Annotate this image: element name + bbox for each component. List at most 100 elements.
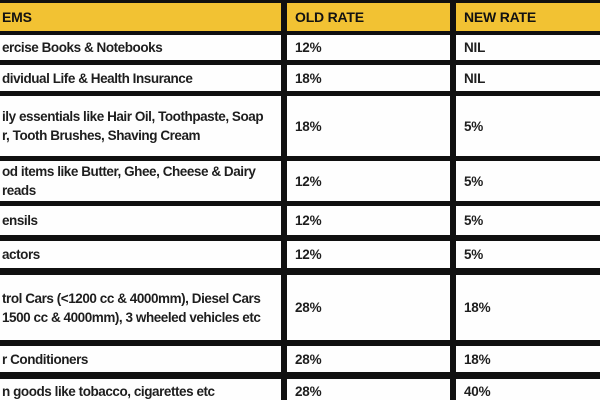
column-header-old-rate: OLD RATE — [287, 3, 450, 31]
old-rate-value: 28% — [295, 383, 322, 399]
item-cell: dividual Life & Health Insurance — [0, 65, 281, 91]
column-divider — [281, 35, 287, 60]
new-rate-cell: 40% — [456, 379, 600, 400]
item-text: ily essentials like Hair Oil, Toothpaste… — [2, 109, 264, 143]
table-row: ensils 12% 5% — [0, 206, 600, 235]
old-rate-cell: 18% — [287, 96, 450, 156]
item-cell: ensils — [0, 206, 281, 235]
old-rate-value: 18% — [295, 70, 322, 86]
column-divider — [281, 379, 287, 400]
new-rate-cell: 5% — [456, 206, 600, 235]
item-text: ercise Books & Notebooks — [2, 40, 163, 55]
column-divider — [281, 3, 287, 31]
new-rate-cell: NIL — [456, 35, 600, 60]
column-divider — [281, 161, 287, 201]
old-rate-value: 12% — [295, 213, 322, 228]
new-rate-cell: 5% — [456, 161, 600, 201]
item-text: n goods like tobacco, cigarettes etc — [2, 383, 215, 399]
old-rate-value: 28% — [295, 300, 322, 315]
row-divider — [0, 340, 600, 346]
column-divider — [450, 3, 456, 31]
new-rate-value: 5% — [464, 213, 484, 228]
table-row: ily essentials like Hair Oil, Toothpaste… — [0, 96, 600, 156]
new-rate-value: 5% — [464, 247, 484, 262]
new-rate-cell: NIL — [456, 65, 600, 91]
column-divider — [450, 275, 456, 340]
table-row: dividual Life & Health Insurance 18% NIL — [0, 65, 600, 91]
new-rate-cell: 18% — [456, 346, 600, 372]
table-row: actors 12% 5% — [0, 241, 600, 268]
column-header-new-rate-label: NEW RATE — [464, 9, 537, 25]
item-text: trol Cars (<1200 cc & 4000mm), Diesel Ca… — [2, 290, 261, 325]
column-divider — [450, 379, 456, 400]
new-rate-value: 5% — [464, 173, 484, 189]
row-divider — [0, 372, 600, 379]
column-divider — [450, 96, 456, 156]
row-divider — [0, 156, 600, 161]
item-text: dividual Life & Health Insurance — [2, 70, 193, 86]
row-divider — [0, 268, 600, 275]
column-divider — [450, 35, 456, 60]
item-cell: n goods like tobacco, cigarettes etc — [0, 379, 281, 400]
column-divider — [281, 241, 287, 268]
old-rate-cell: 28% — [287, 346, 450, 372]
table-row: od items like Butter, Ghee, Cheese & Dai… — [0, 161, 600, 201]
new-rate-cell: 5% — [456, 241, 600, 268]
table-top-border — [0, 0, 600, 3]
old-rate-value: 12% — [295, 40, 322, 55]
item-text: actors — [2, 247, 40, 262]
row-divider — [0, 31, 600, 35]
item-text: od items like Butter, Ghee, Cheese & Dai… — [2, 164, 256, 198]
old-rate-cell: 28% — [287, 379, 450, 400]
item-cell: actors — [0, 241, 281, 268]
old-rate-cell: 18% — [287, 65, 450, 91]
old-rate-cell: 12% — [287, 241, 450, 268]
column-divider — [281, 346, 287, 372]
row-divider — [0, 60, 600, 65]
item-cell: od items like Butter, Ghee, Cheese & Dai… — [0, 161, 281, 201]
old-rate-cell: 12% — [287, 206, 450, 235]
table-row: ercise Books & Notebooks 12% NIL — [0, 35, 600, 60]
row-divider — [0, 235, 600, 241]
column-divider — [281, 65, 287, 91]
row-divider — [0, 91, 600, 96]
item-text: ensils — [2, 213, 38, 228]
table-header-row: EMS OLD RATE NEW RATE — [0, 3, 600, 31]
old-rate-cell: 12% — [287, 161, 450, 201]
column-divider — [281, 206, 287, 235]
new-rate-value: 5% — [464, 118, 484, 134]
column-header-items-label: EMS — [2, 9, 32, 25]
column-divider — [281, 96, 287, 156]
column-divider — [450, 241, 456, 268]
table-body: ercise Books & Notebooks 12% NIL dividual L… — [0, 35, 600, 400]
column-divider — [450, 65, 456, 91]
old-rate-value: 18% — [295, 118, 322, 134]
new-rate-value: 40% — [464, 383, 491, 399]
item-cell: trol Cars (<1200 cc & 4000mm), Diesel Ca… — [0, 275, 281, 340]
old-rate-value: 28% — [295, 351, 322, 367]
new-rate-cell: 18% — [456, 275, 600, 340]
old-rate-cell: 28% — [287, 275, 450, 340]
item-text: r Conditioners — [2, 351, 88, 367]
item-cell: ercise Books & Notebooks — [0, 35, 281, 60]
table-row: trol Cars (<1200 cc & 4000mm), Diesel Ca… — [0, 275, 600, 340]
column-header-items: EMS — [0, 3, 281, 31]
column-divider — [450, 346, 456, 372]
old-rate-value: 12% — [295, 247, 322, 262]
column-header-new-rate: NEW RATE — [456, 3, 600, 31]
table-row: r Conditioners 28% 18% — [0, 346, 600, 372]
row-divider — [0, 201, 600, 206]
column-divider — [450, 206, 456, 235]
new-rate-value: 18% — [464, 351, 491, 367]
column-divider — [281, 275, 287, 340]
item-cell: r Conditioners — [0, 346, 281, 372]
old-rate-cell: 12% — [287, 35, 450, 60]
column-header-old-rate-label: OLD RATE — [295, 9, 364, 25]
old-rate-value: 12% — [295, 173, 322, 189]
new-rate-value: 18% — [464, 300, 491, 315]
new-rate-value: NIL — [464, 40, 486, 55]
new-rate-cell: 5% — [456, 96, 600, 156]
item-cell: ily essentials like Hair Oil, Toothpaste… — [0, 96, 281, 156]
column-divider — [450, 161, 456, 201]
